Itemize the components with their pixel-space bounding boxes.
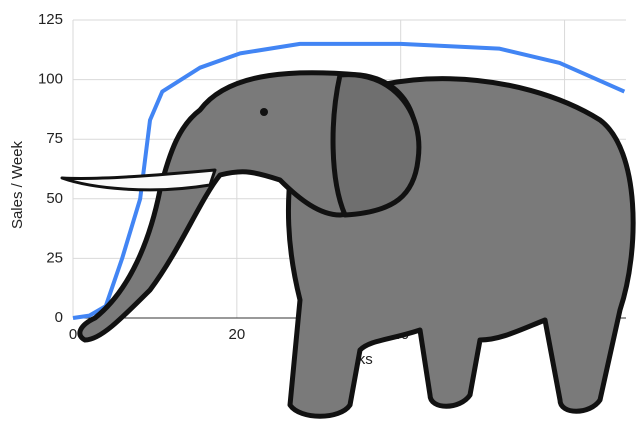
- elephant-eye: [260, 108, 268, 116]
- y-tick-label: 25: [46, 249, 63, 266]
- y-tick-label: 125: [38, 11, 63, 28]
- y-tick-label: 50: [46, 190, 63, 207]
- plot-area: 02550751001250204060: [38, 11, 626, 343]
- elephant-tusk: [60, 168, 217, 192]
- x-tick-label: 0: [69, 326, 77, 343]
- y-tick-label: 0: [55, 309, 63, 326]
- y-tick-label: 100: [38, 71, 63, 88]
- elephant-illustration: [60, 70, 636, 419]
- line-series: [72, 41, 626, 320]
- y-axis-label: Sales / Week: [9, 140, 26, 229]
- x-tick-label: 20: [229, 326, 246, 343]
- elephant-ear: [330, 72, 422, 218]
- y-tick-label: 75: [46, 130, 63, 147]
